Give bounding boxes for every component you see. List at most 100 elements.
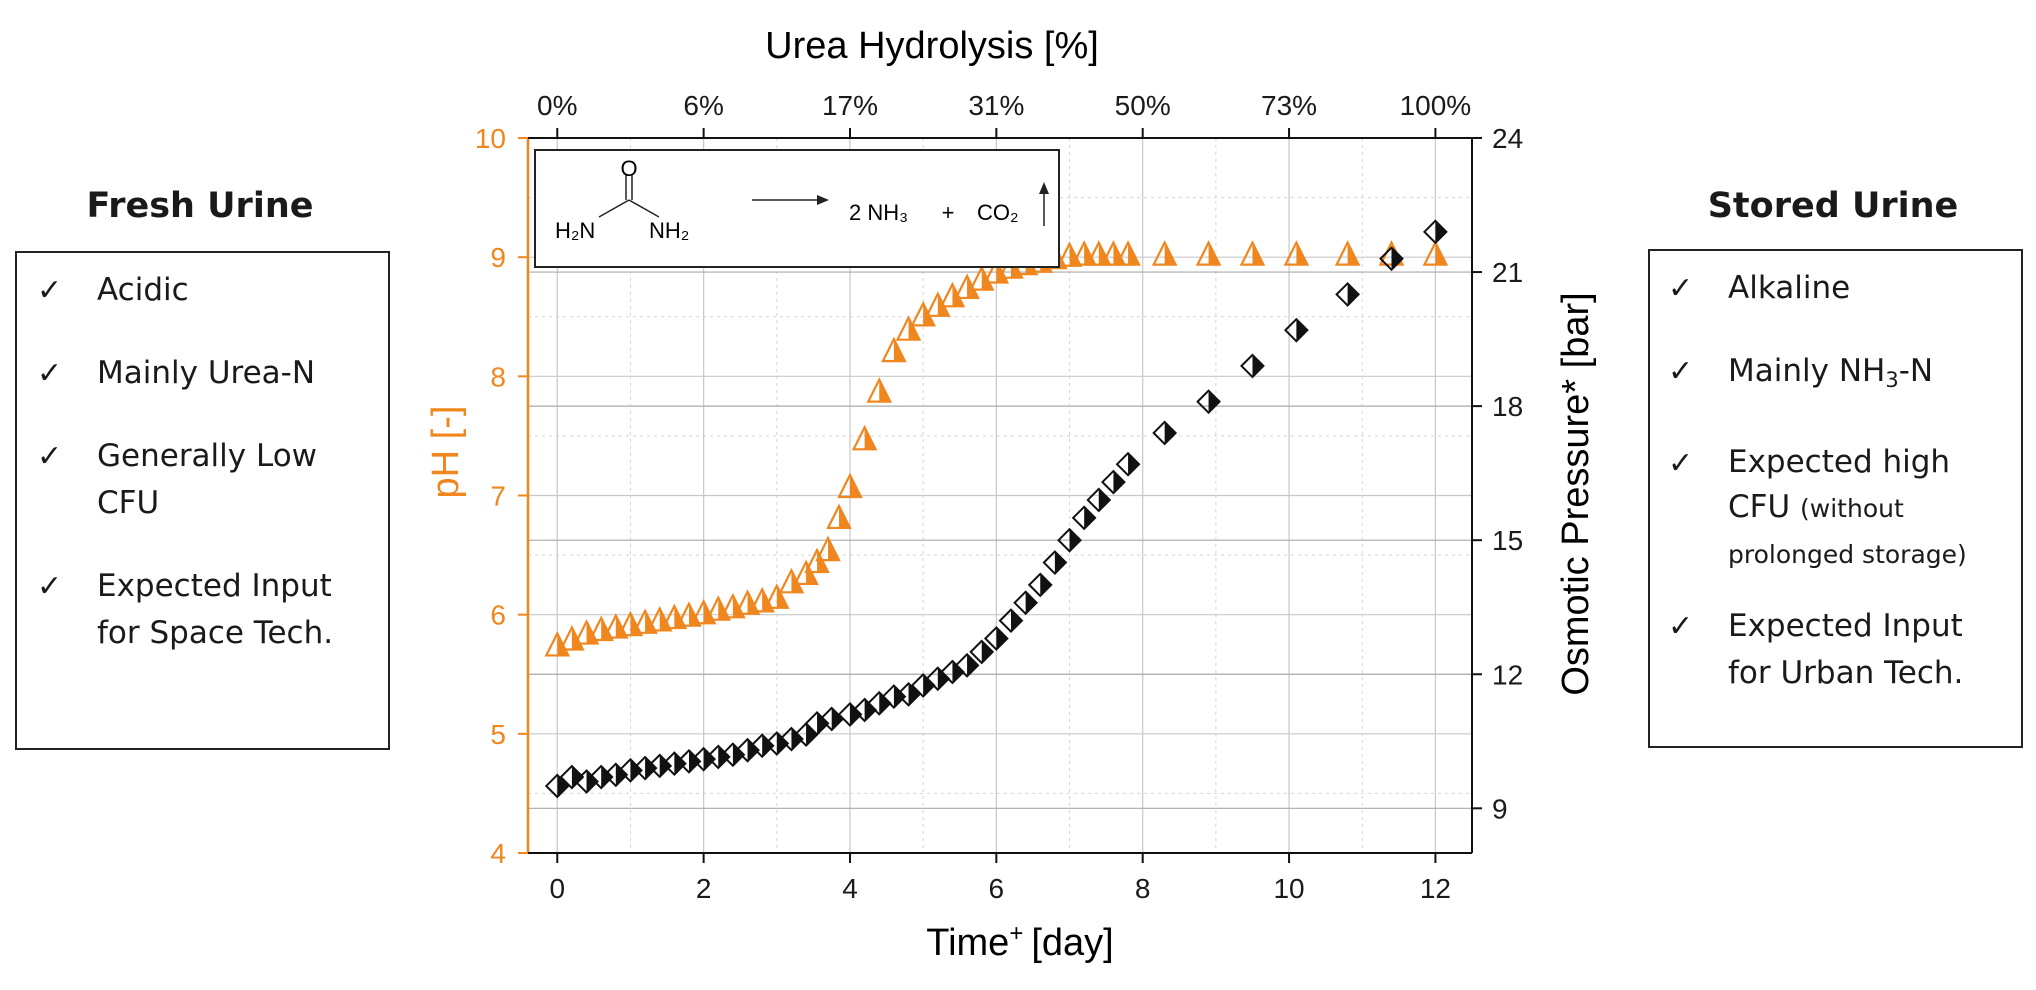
osmotic-point-fill (1098, 488, 1110, 511)
list-item: ✓ Alkaline (1668, 265, 2021, 312)
osmotic-point-outline (1013, 590, 1039, 616)
ph-point (632, 608, 658, 634)
osmotic-point (998, 608, 1024, 634)
osmotic-point (1057, 527, 1082, 553)
check-icon: ✓ (37, 439, 63, 474)
y-left-tick-label: 9 (490, 242, 506, 273)
osmotic-point-fill (1164, 421, 1176, 444)
osmotic-point-outline (632, 755, 658, 781)
ph-point (1239, 240, 1266, 266)
cn-bond-right (628, 199, 660, 218)
osmotic-point (544, 773, 570, 799)
osmotic-point (804, 710, 830, 736)
ph-point-outline (1086, 240, 1112, 266)
ph-point-outline (705, 595, 732, 621)
right-axis-title: Osmotic Pressure* [bar] (1555, 292, 1597, 695)
ph-point (676, 601, 702, 627)
osmotic-point-fill (1252, 354, 1264, 377)
osmotic-point-fill (791, 728, 803, 751)
ph-point-outline (983, 258, 1010, 284)
y-left-tick-label: 8 (490, 361, 506, 392)
tick-labels: 0 2 4 6 8 10 120% 6% 17% 31% 50% 73% 100%45678910912… (475, 90, 1523, 904)
ph-point (1086, 240, 1112, 266)
x-tick-label: 12 (1420, 873, 1451, 904)
osmotic-point-outline (1027, 572, 1053, 598)
osmotic-point (735, 737, 760, 763)
x-tick-label: 8 (1135, 873, 1151, 904)
top-tick-label: 100% (1400, 90, 1472, 121)
osmotic-point-fill (1208, 390, 1220, 413)
osmotic-point-outline (1071, 505, 1097, 531)
ph-point (895, 315, 922, 341)
y-left-tick-label: 10 (475, 123, 506, 154)
osmotic-point-fill (557, 774, 569, 797)
data-markers (544, 219, 1449, 799)
ph-point (617, 610, 644, 637)
osmotic-point-outline (1422, 219, 1448, 245)
check-icon: ✓ (37, 273, 63, 308)
top-tick-label: 73% (1261, 90, 1317, 121)
top-axis-title: Urea Hydrolysis [%] (765, 25, 1099, 67)
osmotic-point (1152, 420, 1178, 446)
osmotic-point-fill (1296, 319, 1308, 342)
osmotic-point-fill (806, 723, 818, 746)
osmotic-point-fill (776, 732, 788, 755)
osmotic-point (837, 702, 863, 727)
ph-point-outline (1071, 240, 1097, 266)
osmotic-point-outline (618, 757, 643, 783)
reaction-co2: CO₂ (977, 200, 1019, 225)
y-left-tick-label: 4 (490, 838, 506, 869)
x-tick-label: 2 (696, 873, 712, 904)
ph-point (1422, 240, 1449, 266)
osmotic-point-fill (831, 707, 843, 730)
ph-point-outline (588, 615, 614, 642)
osmotic-point (779, 726, 804, 752)
osmotic-point-outline (1115, 451, 1141, 477)
osmotic-point-fill (981, 640, 993, 663)
osmotic-point-outline (705, 744, 731, 770)
osmotic-point (1101, 469, 1126, 495)
osmotic-point-fill (586, 770, 598, 793)
ph-point-outline (1239, 240, 1266, 266)
ph-point-outline (851, 424, 878, 451)
reaction-ammonia: 2 NH₃ (849, 200, 908, 225)
top-tick-label: 17% (822, 90, 878, 121)
fresh-urine-box: ✓ Acidic ✓ Mainly Urea-N ✓ Generally Low… (15, 251, 390, 750)
osmotic-point (559, 764, 585, 790)
ph-point-outline (764, 583, 790, 609)
check-icon: ✓ (1668, 446, 1694, 481)
ph-point (705, 595, 732, 621)
osmotic-point-outline (588, 764, 614, 790)
x-tick-label: 6 (989, 873, 1005, 904)
osmotic-point (1013, 590, 1039, 616)
reaction-oxygen: O (620, 156, 637, 181)
ph-point-outline (895, 315, 922, 341)
osmotic-point-outline (1335, 281, 1361, 307)
reaction-plus: + (942, 200, 955, 225)
list-item: ✓ Acidic (37, 267, 388, 314)
osmotic-point-outline (837, 702, 863, 727)
osmotic-point-outline (691, 746, 717, 772)
osmotic-point-outline (1101, 469, 1126, 495)
ph-point-outline (603, 613, 629, 639)
osmotic-point (1283, 317, 1309, 343)
reaction-inset: O H₂N NH₂ 2 NH₃ + CO₂ (534, 149, 1060, 268)
top-tick-label: 31% (968, 90, 1024, 121)
osmotic-point-outline (676, 748, 702, 774)
ph-point (588, 615, 614, 642)
ph-point (1056, 241, 1083, 267)
reaction-box (534, 149, 1060, 268)
y-right-tick-label: 24 (1492, 123, 1523, 154)
osmotic-point-outline (735, 737, 760, 763)
osmotic-point-fill (864, 699, 876, 721)
y-right-tick-label: 12 (1492, 659, 1523, 690)
top-tick-label: 0% (537, 90, 577, 121)
osmotic-point (764, 731, 790, 756)
ph-point (968, 265, 995, 291)
ph-point-outline (676, 601, 702, 627)
osmotic-point (1042, 550, 1068, 575)
ph-point-outline (1151, 240, 1178, 266)
ph-point (815, 535, 841, 562)
x-axis-title: Time+ [day] (926, 920, 1113, 964)
